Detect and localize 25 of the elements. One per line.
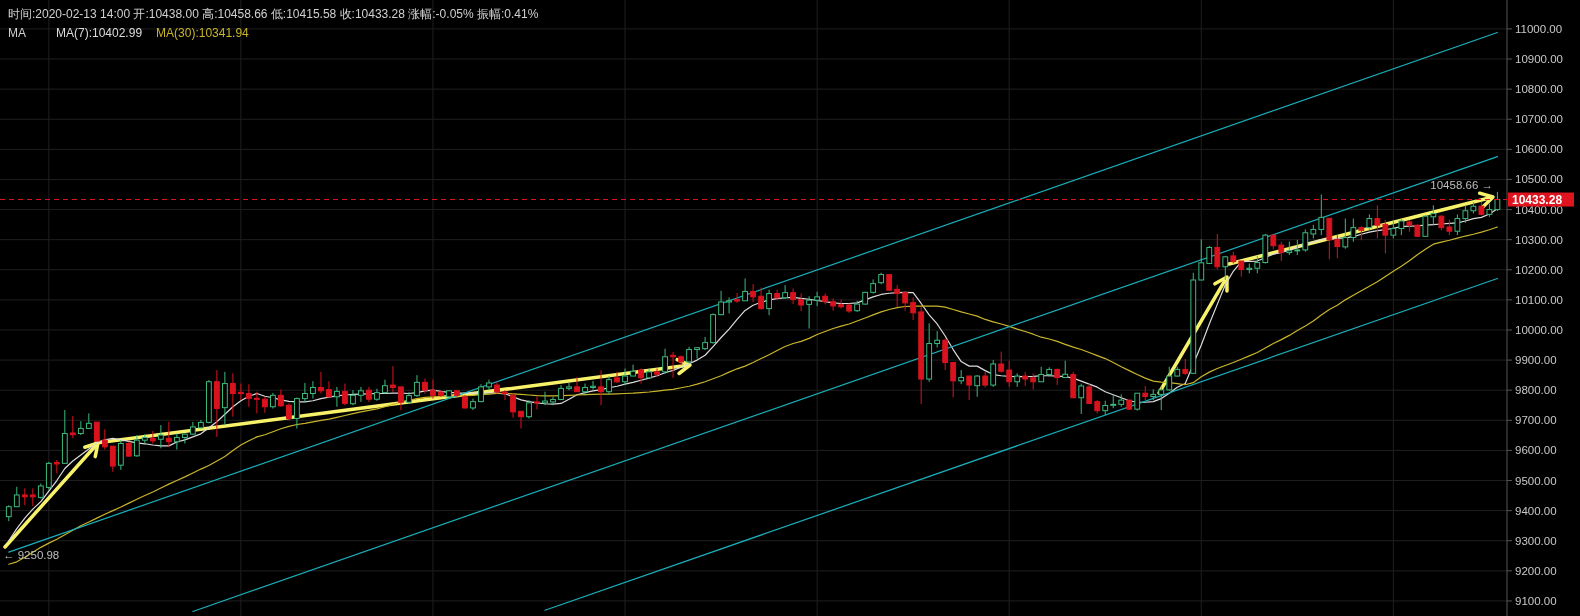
y-tick-label: 9700.00 [1515,414,1557,427]
y-tick-label: 9600.00 [1515,444,1557,457]
y-tick-label: 9300.00 [1515,534,1557,547]
y-tick-label: 10300.00 [1515,233,1563,246]
text: MA(7):10402.99 [56,26,143,40]
y-tick-label: 11000.00 [1515,22,1563,35]
y-tick-label: 9900.00 [1515,354,1557,367]
y-tick-label: 9200.00 [1515,564,1557,577]
text: MA(30):10341.94 [156,26,250,40]
annotation: 10458.66 → [1430,178,1493,191]
y-tick-label: 10600.00 [1515,143,1563,156]
y-tick-label: 10700.00 [1515,113,1563,126]
y-tick-label: 10800.00 [1515,83,1563,96]
y-tick-label: 10000.00 [1515,323,1563,336]
y-tick-label: 10100.00 [1515,293,1563,306]
y-tick-label: 10200.00 [1515,263,1563,276]
y-tick-label: 10400.00 [1515,203,1563,216]
y-tick-label: 10500.00 [1515,173,1563,186]
text: 时间:2020-02-13 14:00 开:10438.00 高:10458.66 低:10415.58 收:10433.28 涨幅:-0.05% 振幅:0.41% [8,7,539,21]
y-tick-label: 10900.00 [1515,53,1563,66]
y-tick-label: 9100.00 [1515,594,1557,607]
y-tick-label: 9800.00 [1515,384,1557,397]
y-tick-label: 9500.00 [1515,474,1557,487]
annotation: MA [8,26,26,40]
y-tick-label: 9400.00 [1515,504,1557,517]
